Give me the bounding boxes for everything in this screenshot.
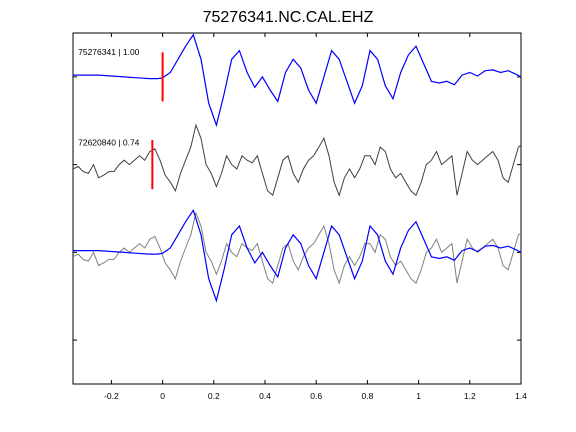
trace-label: 75276341 | 1.00 xyxy=(78,47,140,57)
trace-line xyxy=(73,33,522,128)
trace-line xyxy=(73,208,522,303)
x-tick-label: 1.2 xyxy=(464,391,476,401)
trace-line xyxy=(72,123,522,197)
x-tick-label: 0.8 xyxy=(361,391,373,401)
x-tick-label: 0 xyxy=(160,391,165,401)
x-tick-label: -0.2 xyxy=(104,391,119,401)
x-tick-label: 0.2 xyxy=(208,391,220,401)
axis-ticks: -0.2 0 0.2 0.4 0.6 0.8 1 1.2 1.4 xyxy=(73,33,527,401)
x-tick-label: 1.4 xyxy=(515,391,527,401)
trace-group xyxy=(72,33,522,303)
x-tick-label: 1 xyxy=(416,391,421,401)
pick-markers xyxy=(151,52,164,190)
chart-title: 75276341.NC.CAL.EHZ xyxy=(203,9,374,26)
x-tick-label: 0.6 xyxy=(310,391,322,401)
trace-label: 72620840 | 0.74 xyxy=(78,137,140,147)
plot-frame xyxy=(72,32,522,385)
trace-line xyxy=(72,211,522,285)
x-tick-label: 0.4 xyxy=(259,391,271,401)
trace-labels: 75276341 | 1.00 72620840 | 0.74 xyxy=(78,47,140,147)
